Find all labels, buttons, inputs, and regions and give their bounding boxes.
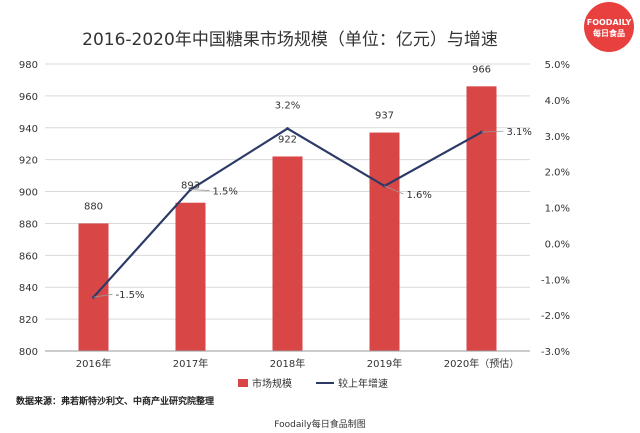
legend-label-bar: 市场规模 — [252, 377, 292, 390]
left-tick-label: 820 — [19, 315, 38, 326]
left-tick-label: 860 — [19, 251, 38, 262]
bar-series — [78, 86, 497, 352]
right-tick-label: 1.0% — [545, 204, 570, 215]
left-tick-label: 960 — [19, 92, 38, 103]
logo-line1: FOODAILY — [587, 18, 632, 27]
bar-1 — [175, 202, 206, 351]
line-value-label: -1.5% — [116, 290, 145, 301]
left-tick-label: 900 — [19, 188, 38, 199]
leader-line — [93, 293, 113, 298]
right-tick-label: -2.0% — [541, 311, 570, 322]
footer-credit: Foodaily每日食品制图 — [274, 418, 365, 430]
right-tick-label: -1.0% — [541, 275, 570, 286]
line-value-label: 3.1% — [507, 127, 532, 138]
logo-line2: 每日食品 — [593, 28, 625, 38]
bar-value-label: 922 — [278, 134, 297, 145]
right-tick-label: -3.0% — [541, 347, 570, 358]
logo-circle — [584, 2, 634, 52]
x-tick-label: 2018年 — [270, 357, 305, 370]
left-tick-label: 800 — [19, 347, 38, 358]
data-labels: 880 893 922 937 966 -1.5% 1.5% 3.2% 1.6% 3.1% — [84, 64, 532, 301]
legend: 市场规模 较上年增速 — [238, 377, 388, 390]
bar-0 — [78, 223, 109, 351]
bar-2 — [272, 156, 303, 351]
right-tick-label: 0.0% — [545, 239, 570, 250]
bar-value-label: 880 — [84, 201, 103, 212]
x-tick-label: 2016年 — [76, 357, 111, 370]
leader-line — [384, 185, 404, 195]
x-axis: 2016年 2017年 2018年 2019年 2020年（预估） — [45, 350, 530, 370]
legend-swatch-bar — [238, 379, 248, 387]
right-tick-label: 2.0% — [545, 168, 570, 179]
line-value-label: 1.6% — [407, 190, 432, 201]
x-tick-label: 2020年（预估） — [444, 357, 519, 370]
bar-4 — [466, 86, 497, 352]
right-y-axis: -3.0% -2.0% -1.0% 0.0% 1.0% 2.0% 3.0% 4.0% 5.0% — [541, 60, 570, 358]
left-tick-label: 840 — [19, 283, 38, 294]
x-tick-label: 2019年 — [367, 357, 402, 370]
left-tick-label: 980 — [19, 60, 38, 71]
left-tick-label: 880 — [19, 219, 38, 230]
bar-value-label: 893 — [181, 181, 200, 192]
left-y-axis: 800 820 840 860 880 900 920 940 960 980 — [19, 60, 38, 358]
line-point-2 — [286, 127, 289, 131]
chart-title: 2016-2020年中国糖果市场规模（单位：亿元）与增速 — [82, 30, 498, 50]
source-note: 数据来源：弗若斯特沙利文、中商产业研究院整理 — [16, 395, 214, 407]
foodaily-logo: FOODAILY 每日食品 — [584, 2, 634, 52]
left-tick-label: 920 — [19, 156, 38, 167]
right-tick-label: 5.0% — [545, 60, 570, 71]
right-tick-label: 4.0% — [545, 96, 570, 107]
leader-line — [481, 130, 504, 133]
line-value-label: 1.5% — [213, 187, 238, 198]
x-tick-label: 2017年 — [173, 357, 208, 370]
bar-value-label: 937 — [375, 111, 394, 122]
leader-line — [190, 189, 210, 191]
bar-3 — [369, 132, 400, 351]
right-tick-label: 3.0% — [545, 132, 570, 143]
legend-label-line: 较上年增速 — [338, 377, 388, 390]
line-value-label: 3.2% — [275, 101, 300, 112]
bar-value-label: 966 — [472, 64, 491, 75]
left-tick-label: 940 — [19, 124, 38, 135]
